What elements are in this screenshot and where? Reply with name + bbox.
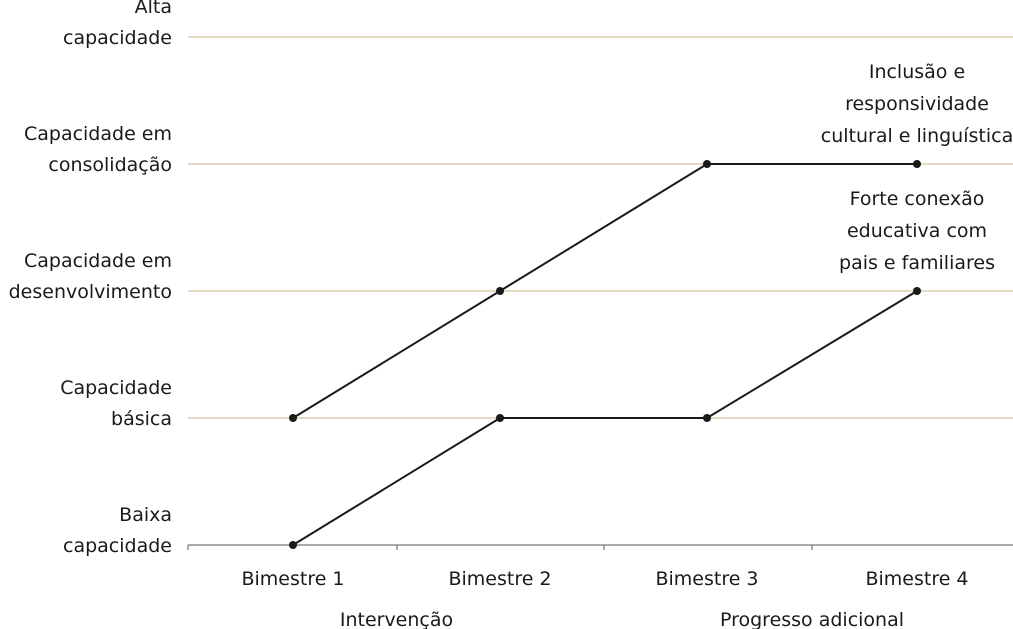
y-level-label-line: Alta xyxy=(135,0,172,18)
series-point xyxy=(496,287,504,295)
y-level-label-line: consolidação xyxy=(48,154,172,176)
y-level-label: Baixa capacidade xyxy=(63,504,172,557)
series-point xyxy=(289,541,297,549)
series-annotation-line: responsividade xyxy=(845,93,989,115)
group-label: Progresso adicional xyxy=(720,609,904,629)
series-point xyxy=(496,414,504,422)
x-tick-label: Bimestre 1 xyxy=(241,568,344,590)
y-level-label: Capacidade em desenvolvimento xyxy=(9,250,172,303)
series-annotation: Inclusão e responsividade cultural e lingu… xyxy=(821,61,1013,147)
y-level-label-line: Baixa xyxy=(119,504,172,526)
series-point xyxy=(703,160,711,168)
series-point xyxy=(913,160,921,168)
x-tick-label: Bimestre 2 xyxy=(448,568,551,590)
group-label: Intervenção xyxy=(340,609,453,629)
y-level-label: Capacidade em consolidação xyxy=(24,123,172,176)
y-level-label-line: Capacidade em xyxy=(24,250,172,272)
series-annotation-line: pais e familiares xyxy=(839,252,995,274)
series-annotation: Forte conexão educativa com pais e familia… xyxy=(839,188,995,274)
series-annotation-line: Inclusão e xyxy=(869,61,965,83)
series-point xyxy=(703,414,711,422)
series-annotation-line: educativa com xyxy=(847,220,987,242)
series-annotation-line: Forte conexão xyxy=(850,188,985,210)
y-level-label-line: básica xyxy=(111,408,172,430)
y-level-label-line: Capacidade xyxy=(60,377,172,399)
series-line xyxy=(292,163,917,419)
y-level-label: Alta capacidade xyxy=(63,0,172,49)
series-annotation-line: cultural e linguística xyxy=(821,125,1013,147)
series-point xyxy=(913,287,921,295)
series-line xyxy=(292,290,918,546)
series-point xyxy=(289,414,297,422)
y-level-label-line: capacidade xyxy=(63,535,172,557)
x-tick-label: Bimestre 3 xyxy=(655,568,758,590)
y-level-label: Capacidade básica xyxy=(60,377,172,430)
x-tick-label: Bimestre 4 xyxy=(865,568,968,590)
y-level-label-line: Capacidade em xyxy=(24,123,172,145)
y-level-label-line: desenvolvimento xyxy=(9,281,172,303)
y-level-label-line: capacidade xyxy=(63,27,172,49)
